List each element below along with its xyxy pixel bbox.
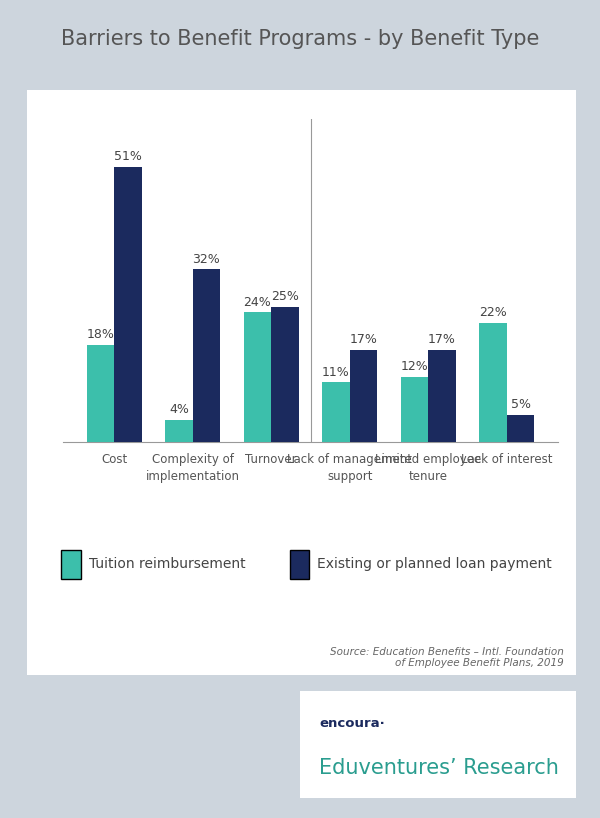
Bar [86, 345, 114, 442]
Bar [507, 415, 535, 442]
Text: Source: Education Benefits – Intl. Foundation
of Employee Benefit Plans, 2019: Source: Education Benefits – Intl. Found… [330, 647, 564, 668]
FancyBboxPatch shape [290, 550, 310, 579]
Text: 4%: 4% [169, 403, 189, 416]
Bar [428, 350, 456, 442]
Text: 25%: 25% [271, 290, 299, 303]
Text: 17%: 17% [350, 334, 377, 346]
FancyBboxPatch shape [61, 550, 81, 579]
Text: 17%: 17% [428, 334, 456, 346]
Bar [350, 350, 377, 442]
Text: 12%: 12% [401, 360, 428, 373]
Text: Barriers to Benefit Programs - by Benefit Type: Barriers to Benefit Programs - by Benefi… [61, 29, 539, 49]
Text: 24%: 24% [244, 295, 271, 308]
Text: 32%: 32% [193, 253, 220, 266]
Text: 5%: 5% [511, 398, 530, 411]
Text: Tuition reimbursement: Tuition reimbursement [89, 557, 245, 572]
Bar [193, 269, 220, 442]
Text: 51%: 51% [114, 151, 142, 164]
Bar [479, 323, 507, 442]
Text: 11%: 11% [322, 366, 350, 379]
Bar [244, 312, 271, 442]
Bar [271, 307, 299, 442]
Bar [114, 167, 142, 442]
Bar [322, 383, 350, 442]
Text: 22%: 22% [479, 307, 507, 320]
Text: Existing or planned loan payment: Existing or planned loan payment [317, 557, 552, 572]
Bar [165, 420, 193, 442]
Text: Eduventures’ Research: Eduventures’ Research [319, 757, 559, 778]
Text: encoura·: encoura· [319, 717, 385, 730]
Text: 18%: 18% [86, 328, 114, 341]
Bar [401, 377, 428, 442]
